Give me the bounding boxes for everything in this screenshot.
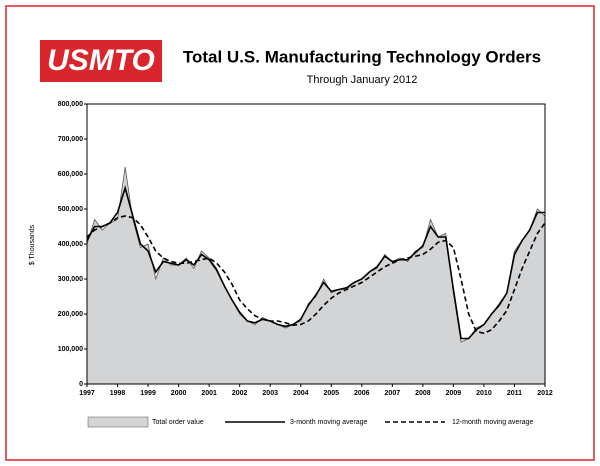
y-tick-label: 400,000 [58, 241, 83, 248]
line [86, 215, 546, 335]
x-tick-label: 1998 [110, 390, 126, 397]
logo: USMTO [47, 44, 155, 77]
legend-label: Total order value [152, 419, 204, 426]
y-tick-label: 0 [79, 381, 83, 388]
x-tick-label: 2010 [476, 390, 492, 397]
x-tick-label: 2008 [415, 390, 431, 397]
y-tick-label: 800,000 [58, 101, 83, 108]
legend-label: 3-month moving average [290, 419, 368, 426]
x-tick-label: 2004 [293, 390, 309, 397]
chart-title: Total U.S. Manufacturing Technology Orde… [183, 47, 541, 66]
x-tick-label: 2000 [171, 390, 187, 397]
x-tick-label: 1999 [140, 390, 156, 397]
x-tick-label: 2007 [385, 390, 401, 397]
legend-swatch [87, 416, 149, 428]
logo-box [40, 40, 162, 82]
x-tick-label: 2009 [446, 390, 462, 397]
chart-subtitle: Through January 2012 [307, 74, 418, 86]
x-tick-label: 2001 [201, 390, 217, 397]
area [87, 167, 545, 384]
x-tick-label: 1997 [79, 390, 95, 397]
y-tick-label: 500,000 [58, 206, 83, 213]
y-tick-label: 100,000 [58, 346, 83, 353]
y-tick-label: 700,000 [58, 136, 83, 143]
line [86, 185, 545, 340]
x-tick-label: 2002 [232, 390, 248, 397]
x-tick-label: 2003 [262, 390, 278, 397]
legend-label: 12-month moving average [452, 419, 533, 426]
y-tick-label: 300,000 [58, 276, 83, 283]
y-tick-label: 600,000 [58, 171, 83, 178]
y-axis-label: $ Thousands [29, 224, 36, 265]
x-tick-label: 2006 [354, 390, 370, 397]
x-tick-label: 2012 [537, 390, 553, 397]
x-tick-label: 2005 [323, 390, 339, 397]
x-tick-label: 2011 [507, 390, 522, 397]
y-tick-label: 200,000 [58, 311, 83, 318]
